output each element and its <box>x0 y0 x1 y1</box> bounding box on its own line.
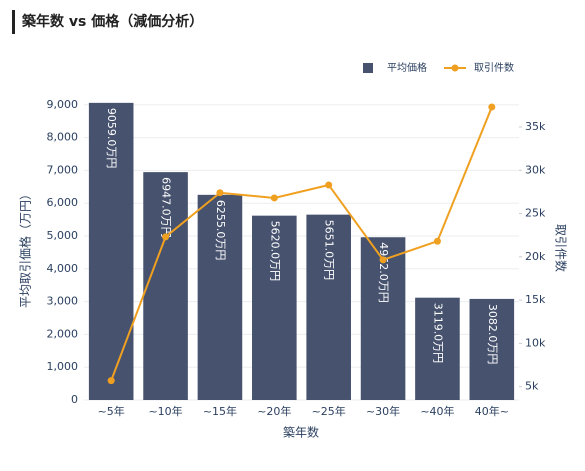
y-tick-label: 1,000 <box>47 360 79 373</box>
y-tick-label: 2,000 <box>47 327 79 340</box>
y2-tick-label: 15k <box>525 293 546 306</box>
y2-tick-label: 30k <box>525 163 546 176</box>
y2-tick-label: 25k <box>525 207 546 220</box>
value-label: 3119.0万円 <box>431 303 444 364</box>
value-label: 9059.0万円 <box>105 108 118 169</box>
x-tick-label: ~15年 <box>203 404 237 418</box>
x-tick-label: 40年~ <box>475 404 509 418</box>
legend-label: 平均価格 <box>387 61 427 74</box>
bar <box>252 215 297 400</box>
y-tick-label: 5,000 <box>47 229 79 242</box>
bar <box>197 194 243 400</box>
y2-tick-label: 10k <box>525 336 546 349</box>
line-point <box>433 237 441 245</box>
bar <box>469 298 515 400</box>
bar <box>415 297 460 400</box>
line-point <box>488 103 496 111</box>
y-tick-label: 0 <box>71 393 78 406</box>
y-tick-label: 6,000 <box>47 196 79 209</box>
bar <box>88 102 134 400</box>
x-tick-label: ~10年 <box>148 404 182 418</box>
value-label: 5620.0万円 <box>268 221 281 282</box>
legend-swatch <box>451 64 459 72</box>
value-label: 5651.0万円 <box>323 220 336 281</box>
bar <box>143 172 188 400</box>
line <box>110 106 493 381</box>
title-bar <box>12 10 15 34</box>
x-tick-label: ~25年 <box>312 404 346 418</box>
x-axis-title: 築年数 <box>283 425 319 440</box>
x-tick-label: ~5年 <box>98 404 125 418</box>
legend-label: 取引件数 <box>474 61 514 74</box>
chart-title: 築年数 vs 価格（減価分析） <box>21 13 203 30</box>
bar <box>306 214 351 400</box>
x-tick-label: ~40年 <box>420 404 454 418</box>
line-point <box>216 189 224 197</box>
value-label: 6255.0万円 <box>214 200 227 261</box>
y-tick-label: 4,000 <box>47 262 79 275</box>
y-tick-label: 9,000 <box>47 98 79 111</box>
line-point <box>107 377 115 385</box>
y2-tick-label: 35k <box>525 120 546 133</box>
value-label: 3082.0万円 <box>486 304 499 365</box>
y2-tick-label: 20k <box>525 250 546 263</box>
y-tick-label: 8,000 <box>47 131 79 144</box>
y2-tick-label: 5k <box>525 380 539 393</box>
y-tick-label: 7,000 <box>47 163 79 176</box>
value-label: 4962.0万円 <box>377 242 390 303</box>
y-axis-title: 平均取引価格（万円） <box>18 188 33 308</box>
x-tick-label: ~30年 <box>366 404 400 418</box>
legend-swatch <box>363 63 373 73</box>
line-point <box>379 256 387 264</box>
x-tick-label: ~20年 <box>257 404 291 418</box>
y-tick-label: 3,000 <box>47 295 79 308</box>
line-point <box>162 233 170 241</box>
value-label: 6947.0万円 <box>160 177 173 238</box>
bar <box>360 237 406 400</box>
line-point <box>270 194 278 202</box>
line-point <box>325 181 333 189</box>
y2-axis-title: 取引件数 <box>554 224 569 272</box>
